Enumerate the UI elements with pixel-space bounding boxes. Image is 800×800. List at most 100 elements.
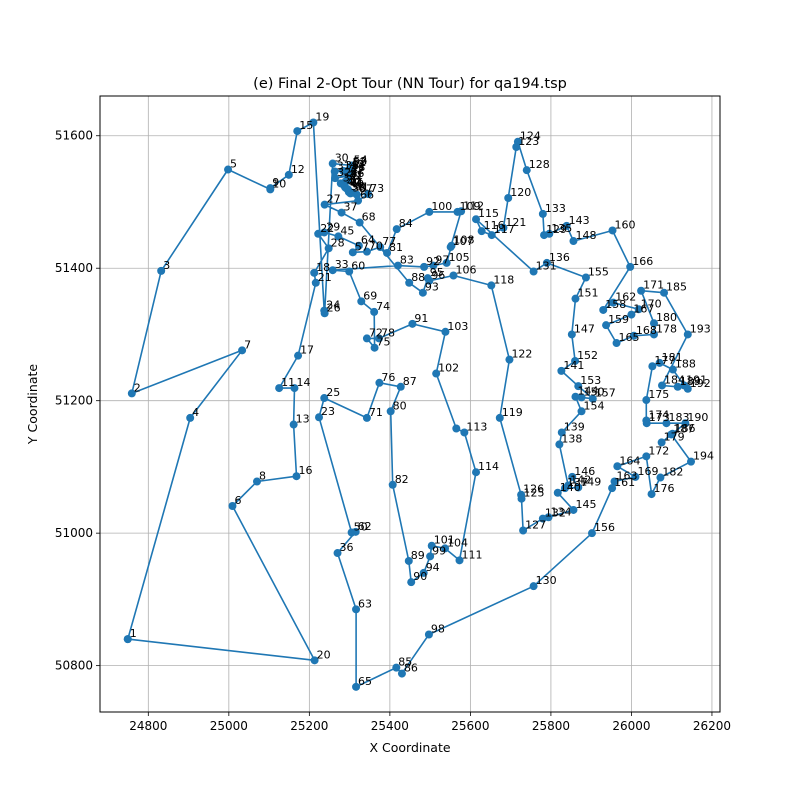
city-marker [424,630,433,639]
city-marker [612,339,621,348]
city-marker [320,228,329,237]
city-label: 56 [351,180,365,193]
city-label: 99 [432,544,446,557]
city-label: 35 [345,159,359,172]
city-marker [426,552,435,561]
city-marker [613,462,622,471]
city-label: 53 [353,155,367,168]
city-label: 6 [234,494,241,507]
city-marker [275,384,284,393]
city-label: 128 [529,158,550,171]
city-label: 181 [662,351,683,364]
city-marker [396,382,405,391]
x-tick-label: 24800 [129,719,167,733]
x-tick-label: 25600 [451,719,489,733]
city-marker [569,237,578,246]
y-tick-label: 51200 [55,394,93,408]
city-marker [642,452,651,461]
city-label: 48 [351,161,365,174]
city-marker [331,174,340,183]
city-marker [574,483,583,492]
city-label: 92 [426,255,440,268]
city-marker [364,190,373,199]
city-label: 168 [636,324,657,337]
city-marker [375,378,384,387]
city-label: 37 [344,201,358,214]
city-marker [553,488,562,497]
city-marker [648,362,657,371]
city-label: 194 [693,450,714,463]
city-marker [449,271,458,280]
city-label: 87 [403,375,417,388]
city-marker [568,472,577,481]
city-label: 133 [545,202,566,215]
city-label: 93 [425,281,439,294]
city-marker [362,413,371,422]
city-label: 1 [130,627,137,640]
city-label: 135 [551,222,572,235]
city-marker [292,472,301,481]
city-label: 173 [649,411,670,424]
x-tick-label: 25200 [290,719,328,733]
city-marker [455,556,464,565]
city-marker [602,321,611,330]
city-marker [487,231,496,240]
city-label: 184 [664,373,685,386]
city-marker [309,118,318,127]
city-label: 119 [502,406,523,419]
city-label: 145 [575,498,596,511]
city-marker [529,582,538,591]
city-marker [123,635,132,644]
city-marker [330,167,339,176]
city-label: 52 [352,156,366,169]
city-marker [310,268,319,277]
city-label: 70 [369,240,383,253]
city-label: 166 [632,255,653,268]
tour-series [123,118,696,691]
city-label: 151 [577,287,598,300]
city-marker [324,244,333,253]
city-marker [574,382,583,391]
city-label: 49 [350,177,364,190]
city-label: 101 [434,534,455,547]
city-marker [425,207,434,216]
city-marker [375,334,383,343]
city-label: 157 [595,387,616,400]
city-label: 109 [460,200,481,213]
city-marker [577,407,586,416]
city-marker [567,330,576,339]
city-marker [310,656,319,665]
city-marker [495,413,504,422]
city-marker [627,310,636,319]
city-label: 137 [567,476,588,489]
city-marker [557,428,566,437]
city-label: 76 [381,371,395,384]
city-marker [634,305,643,314]
city-label: 71 [369,406,383,419]
city-marker [337,208,346,217]
city-marker [681,419,690,428]
city-marker [460,428,469,437]
city-marker [284,170,293,179]
city-marker [626,262,635,271]
city-label: 179 [664,430,685,443]
city-marker [673,382,682,391]
city-marker [352,605,361,614]
city-label: 117 [494,223,515,236]
city-label: 129 [546,223,567,236]
city-label: 13 [296,413,310,426]
city-marker [642,416,651,425]
city-marker [339,166,348,175]
city-marker [294,351,303,360]
city-label: 112 [463,199,484,212]
city-marker [354,196,363,205]
city-label: 41 [349,169,363,182]
city-label: 86 [404,662,418,675]
city-label: 130 [536,574,557,587]
city-label: 125 [524,487,545,500]
city-label: 118 [493,273,514,286]
city-marker [629,331,638,340]
city-label: 32 [337,166,351,179]
city-label: 80 [393,399,407,412]
city-marker [427,541,436,550]
